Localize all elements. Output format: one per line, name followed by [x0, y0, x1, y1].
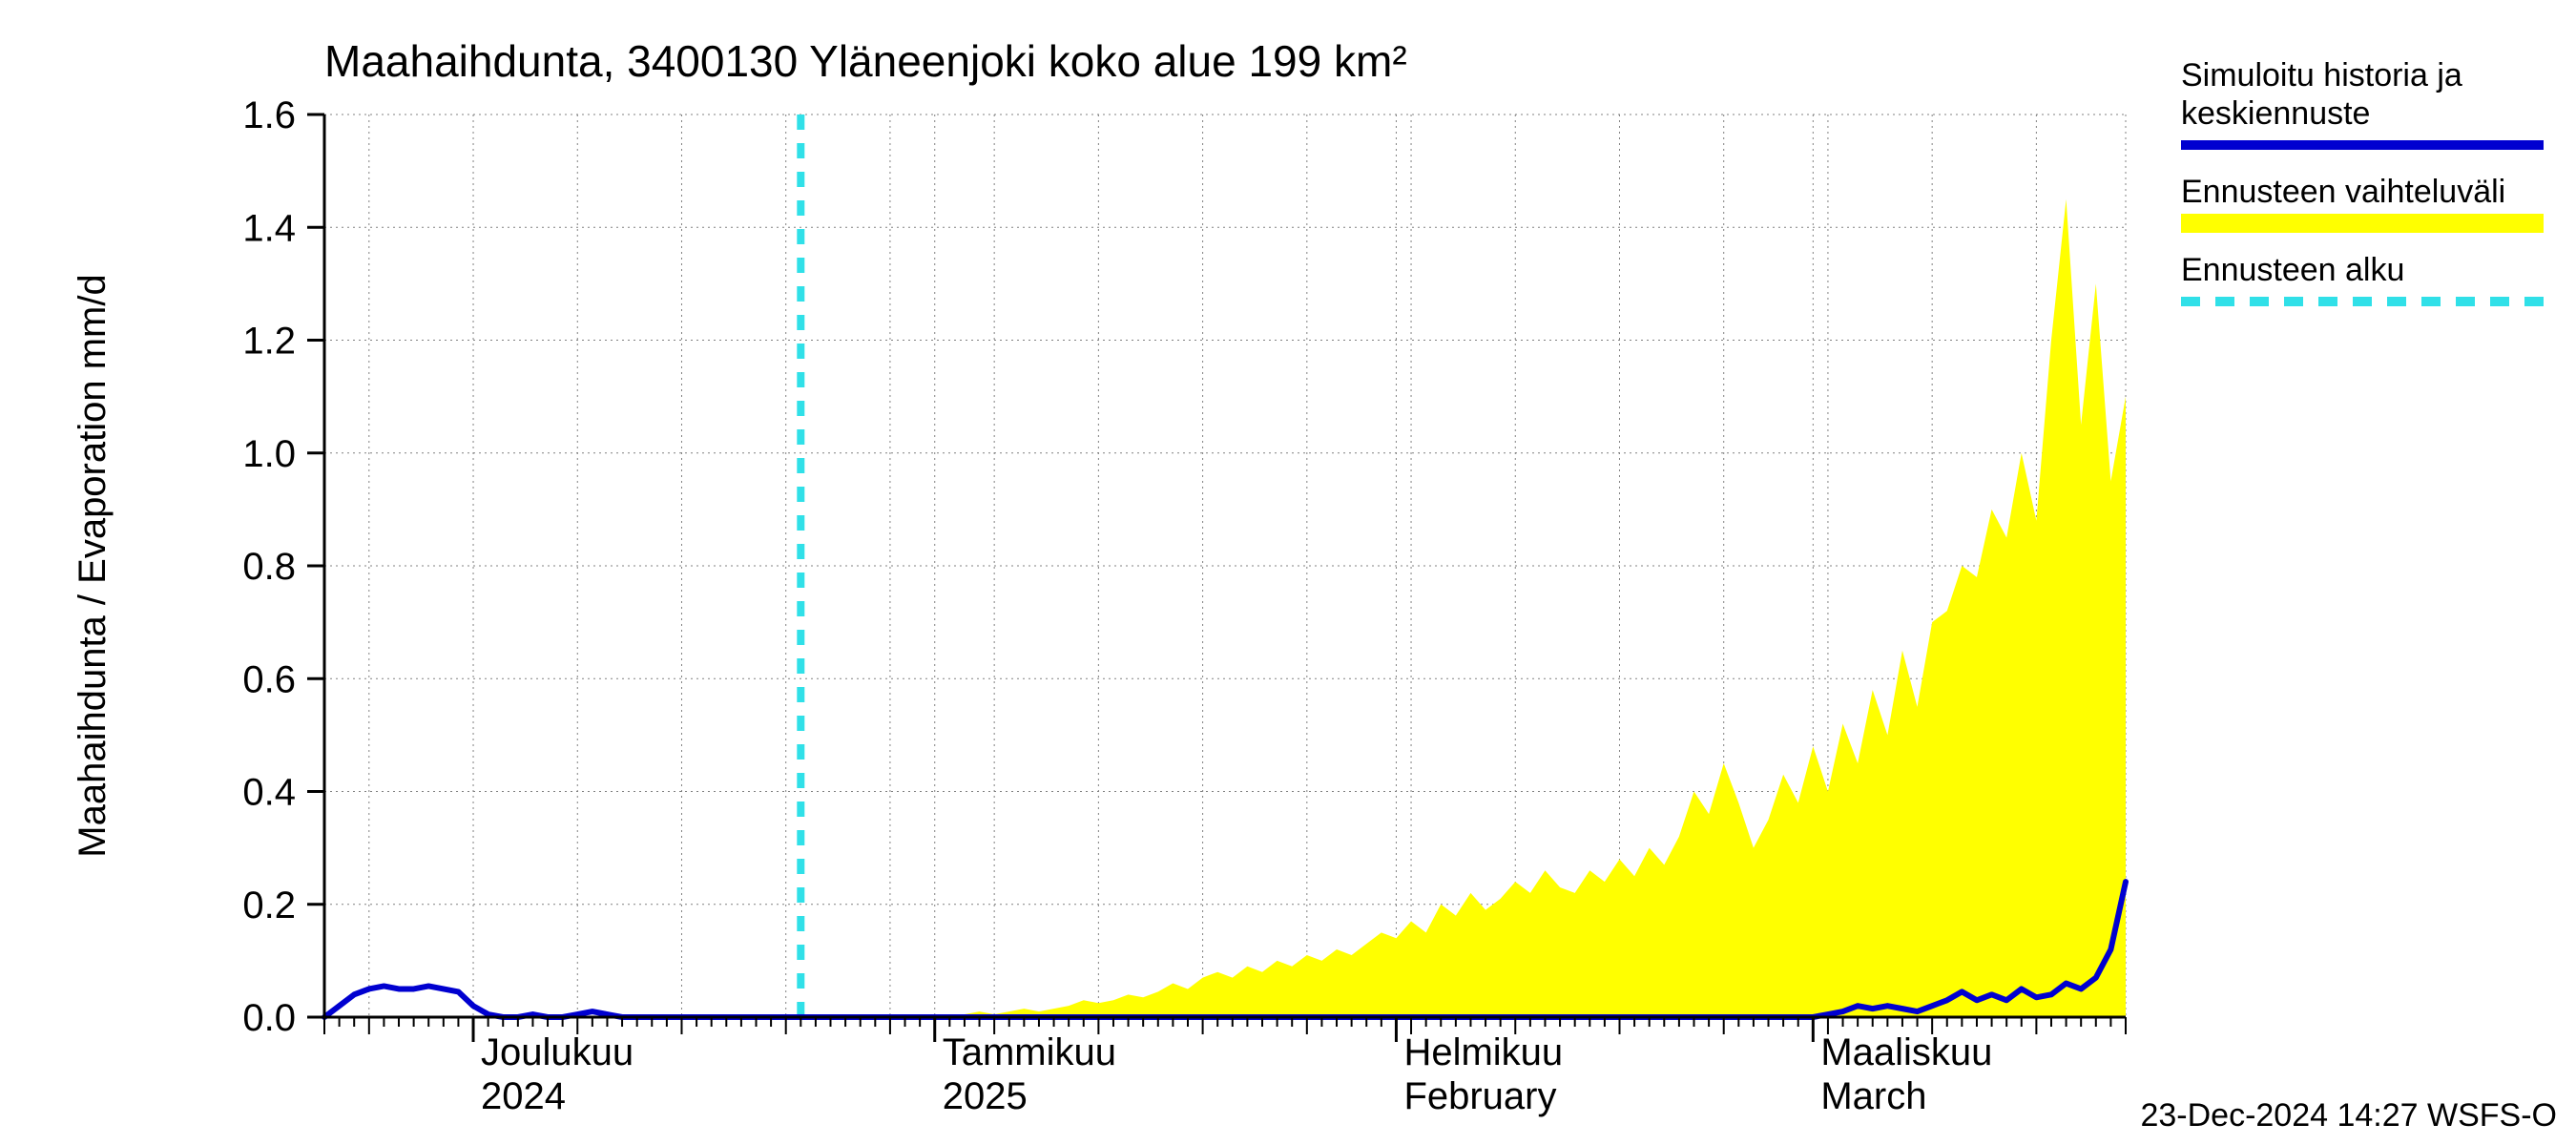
x-month-label: Joulukuu — [481, 1031, 634, 1073]
legend-label: Ennusteen alku — [2181, 252, 2404, 288]
y-tick-label: 1.4 — [242, 207, 296, 249]
x-month-label: Helmikuu — [1403, 1031, 1563, 1073]
chart-container: 0.0 0.2 0.4 0.6 0.8 1.0 1.2 1.4 1.6 Joulukuu2024 T… — [0, 0, 2576, 1145]
chart-title: Maahaihdunta, 3400130 Yläneenjoki koko a… — [324, 36, 1407, 86]
legend-swatch-area — [2181, 214, 2544, 233]
legend-label: Simuloitu historia ja — [2181, 57, 2462, 94]
legend-label: Ennusteen vaihteluväli — [2181, 174, 2505, 210]
y-tick-label: 1.0 — [242, 433, 296, 475]
y-tick-label: 0.0 — [242, 997, 296, 1039]
legend-label: keskiennuste — [2181, 95, 2370, 132]
y-tick-label: 1.2 — [242, 321, 296, 363]
x-month-sublabel: February — [1403, 1075, 1556, 1117]
x-month-sublabel: 2024 — [481, 1075, 566, 1117]
evaporation-chart: 0.0 0.2 0.4 0.6 0.8 1.0 1.2 1.4 1.6 Joulukuu2024 T… — [0, 0, 2576, 1145]
x-month-sublabel: 2025 — [943, 1075, 1028, 1117]
x-month-label: Tammikuu — [943, 1031, 1116, 1073]
y-axis-label: Maahaihdunta / Evaporation mm/d — [72, 274, 114, 857]
y-tick-label: 0.6 — [242, 658, 296, 700]
x-month-sublabel: March — [1820, 1075, 1926, 1117]
chart-footer: 23-Dec-2024 14:27 WSFS-O — [2140, 1097, 2557, 1134]
y-tick-label: 0.2 — [242, 885, 296, 926]
y-tick-label: 0.8 — [242, 546, 296, 588]
y-tick-label: 1.6 — [242, 94, 296, 136]
x-month-label: Maaliskuu — [1820, 1031, 1992, 1073]
y-tick-label: 0.4 — [242, 772, 296, 814]
